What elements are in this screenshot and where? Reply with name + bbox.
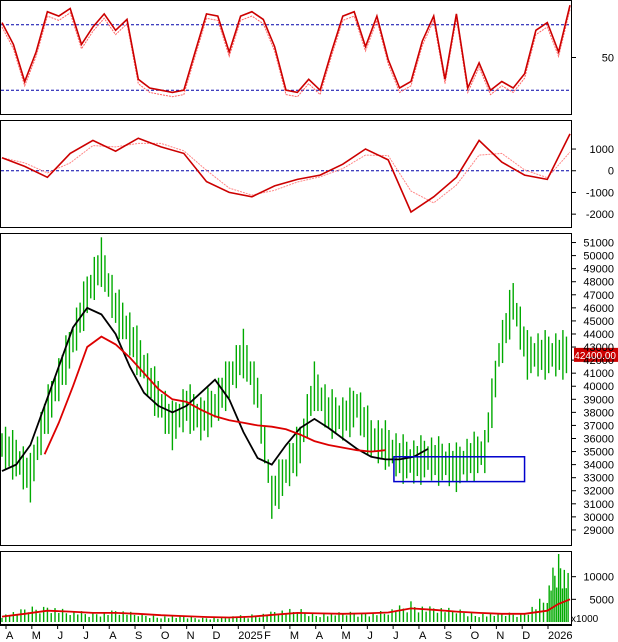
time-tick-label-13: M (342, 630, 351, 642)
price-tick-label-9: 38000 (583, 407, 614, 419)
price-tick-label-18: 47000 (583, 290, 614, 302)
macd-main-line (1, 133, 571, 214)
price-tick-label-16: 45000 (583, 316, 614, 328)
time-tick-label-1: M (32, 630, 41, 642)
price-tick-label-21: 50000 (583, 251, 614, 263)
price-tick-label-13: 42000 (583, 355, 614, 367)
time-tick-label-21: 2026 (548, 630, 572, 642)
price-tick-label-3: 32000 (583, 486, 614, 498)
price-tick-label-0: 29000 (583, 525, 614, 537)
stoch-main-line (1, 5, 571, 94)
price-tick-label-22: 51000 (583, 238, 614, 250)
stochastic-panel (0, 0, 572, 115)
time-tick-label-7: N (187, 630, 195, 642)
price-tick-label-2: 31000 (583, 499, 614, 511)
volume-panel (0, 551, 572, 625)
time-tick-label-17: S (445, 630, 452, 642)
time-tick-label-5: S (135, 630, 142, 642)
time-tick-label-6: O (161, 630, 170, 642)
price-tick-label-19: 48000 (583, 277, 614, 289)
time-tick-label-12: A (316, 630, 324, 642)
price-tick-label-4: 33000 (583, 473, 614, 485)
stoch-signal-line (1, 9, 571, 98)
time-tick-label-20: D (522, 630, 530, 642)
price-tick-label-7: 36000 (583, 433, 614, 445)
macd-tick-label-1: 0 (608, 166, 614, 178)
last-price-badge-label: 42400.00 (574, 351, 616, 362)
price-tick-label-1: 30000 (583, 512, 614, 524)
price-tick-label-20: 49000 (583, 264, 614, 276)
stoch-tick-label-0: 50 (602, 53, 614, 65)
time-tick-label-3: J (83, 630, 89, 642)
time-tick-label-14: J (367, 630, 373, 642)
volume-ma-line (1, 598, 571, 619)
time-tick-label-16: A (419, 630, 427, 642)
price-tick-label-8: 37000 (583, 420, 614, 432)
price-tick-label-14: 43000 (583, 342, 614, 354)
price-panel (0, 233, 572, 546)
price-tick-label-17: 46000 (583, 303, 614, 315)
volume-unit-label: x1000 (571, 614, 599, 625)
price-tick-label-12: 41000 (583, 368, 614, 380)
time-tick-label-15: J (393, 630, 399, 642)
volume-tick-label-1: 10000 (583, 572, 614, 584)
macd-tick-label-0: 1000 (590, 144, 614, 156)
time-tick-label-0: A (6, 630, 14, 642)
last-price-badge (574, 347, 618, 362)
macd-tick-label-3: -2000 (586, 209, 614, 221)
price-tick-label-10: 39000 (583, 394, 614, 406)
time-tick-label-2: J (58, 630, 64, 642)
price-tick-label-11: 40000 (583, 381, 614, 393)
time-tick-label-19: N (496, 630, 504, 642)
price-tick-label-6: 35000 (583, 447, 614, 459)
price-ma50-line (43, 335, 386, 455)
time-tick-label-11: M (290, 630, 299, 642)
time-tick-label-9: 2025 (238, 630, 262, 642)
volume-tick-label-0: 5000 (590, 594, 614, 606)
macd-signal-line (1, 142, 571, 204)
time-tick-label-8: D (212, 630, 220, 642)
time-tick-label-18: O (471, 630, 480, 642)
price-tick-label-5: 34000 (583, 460, 614, 472)
consolidation-box (393, 456, 526, 483)
price-ma20-line (1, 306, 429, 472)
macd-tick-label-2: -1000 (586, 187, 614, 199)
macd-panel (0, 120, 572, 228)
time-tick-label-4: A (109, 630, 117, 642)
time-tick-label-10: F (264, 630, 271, 642)
price-tick-label-15: 44000 (583, 329, 614, 341)
